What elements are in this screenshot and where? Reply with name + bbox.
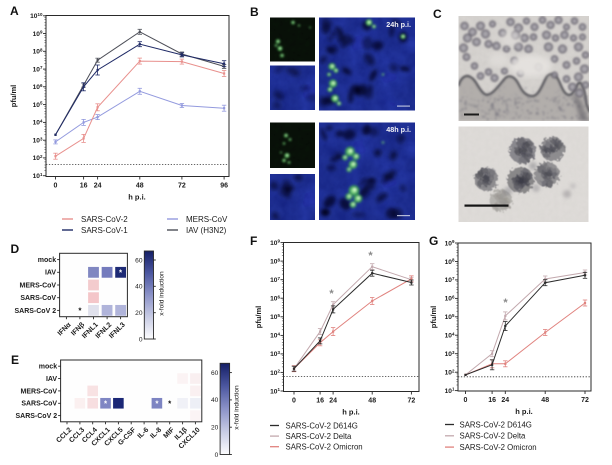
svg-text:104: 104 (33, 118, 43, 126)
svg-text:IAV: IAV (46, 376, 57, 383)
svg-text:IAV: IAV (45, 270, 56, 277)
svg-text:102: 102 (270, 369, 280, 377)
svg-text:20: 20 (135, 310, 143, 317)
svg-text:102: 102 (33, 154, 43, 162)
svg-text:106: 106 (270, 294, 280, 302)
svg-text:C: C (433, 7, 442, 21)
svg-text:IAV (H3N2): IAV (H3N2) (186, 226, 227, 235)
svg-text:0: 0 (215, 452, 219, 459)
svg-text:40: 40 (135, 284, 143, 291)
svg-text:104: 104 (270, 331, 280, 339)
svg-text:60: 60 (211, 370, 219, 377)
svg-text:109: 109 (33, 30, 43, 38)
svg-text:60: 60 (135, 257, 143, 264)
svg-text:109: 109 (270, 239, 280, 247)
svg-text:SARS-CoV-2 Delta: SARS-CoV-2 Delta (286, 432, 353, 441)
svg-text:SARS-CoV-2 Delta: SARS-CoV-2 Delta (460, 432, 527, 441)
svg-text:mock: mock (38, 257, 56, 264)
svg-text:SARS-CoV 2: SARS-CoV 2 (14, 308, 56, 315)
svg-text:F: F (250, 234, 257, 248)
svg-text:SARS-CoV: SARS-CoV (21, 401, 57, 408)
svg-text:*: * (329, 288, 334, 300)
svg-text:48: 48 (541, 397, 549, 404)
svg-text:103: 103 (445, 350, 455, 358)
svg-text:SARS-CoV-2 D614G: SARS-CoV-2 D614G (460, 420, 532, 429)
svg-text:*: * (503, 297, 508, 309)
svg-text:48h p.i.: 48h p.i. (386, 125, 411, 134)
svg-text:SARS-CoV 2: SARS-CoV 2 (15, 413, 57, 420)
svg-text:0: 0 (54, 183, 58, 190)
svg-text:pfu/ml: pfu/ml (254, 306, 263, 329)
svg-text:16: 16 (80, 183, 88, 190)
svg-text:SARS-CoV-2 D614G: SARS-CoV-2 D614G (286, 421, 358, 430)
svg-text:pfu/ml: pfu/ml (9, 85, 18, 108)
svg-text:48: 48 (368, 398, 376, 405)
svg-text:24: 24 (329, 398, 337, 405)
svg-text:102: 102 (445, 368, 455, 376)
svg-text:*: * (104, 400, 108, 409)
svg-text:0: 0 (464, 397, 468, 404)
svg-text:0: 0 (139, 336, 143, 343)
svg-text:105: 105 (33, 101, 43, 109)
svg-text:SARS-CoV-2 Omicron: SARS-CoV-2 Omicron (286, 443, 363, 452)
svg-text:109: 109 (445, 239, 455, 247)
svg-text:1010: 1010 (30, 12, 43, 20)
svg-text:108: 108 (445, 258, 455, 266)
svg-text:x-fold induction: x-fold induction (234, 385, 241, 430)
svg-text:mock: mock (39, 364, 57, 371)
svg-text:SARS-CoV-2 Omicron: SARS-CoV-2 Omicron (460, 443, 537, 452)
svg-text:h p.i.: h p.i. (342, 408, 360, 417)
svg-text:40: 40 (211, 397, 219, 404)
svg-text:*: * (119, 269, 123, 278)
svg-text:106: 106 (33, 83, 43, 91)
svg-text:MERS-CoV: MERS-CoV (20, 282, 57, 289)
svg-text:h p.i.: h p.i. (515, 407, 533, 416)
svg-text:107: 107 (445, 276, 455, 284)
svg-text:24: 24 (501, 397, 509, 404)
svg-text:*: * (78, 307, 82, 316)
svg-text:107: 107 (33, 65, 43, 73)
svg-text:103: 103 (33, 136, 43, 144)
svg-text:103: 103 (270, 350, 280, 358)
svg-text:SARS-CoV-1: SARS-CoV-1 (81, 226, 128, 235)
svg-text:20: 20 (211, 425, 219, 432)
svg-text:*: * (368, 250, 373, 262)
svg-text:pfu/ml: pfu/ml (429, 306, 438, 329)
svg-text:16: 16 (488, 397, 496, 404)
svg-text:*: * (168, 400, 172, 409)
svg-text:SARS-CoV: SARS-CoV (20, 295, 56, 302)
svg-text:101: 101 (445, 387, 455, 395)
svg-text:B: B (250, 5, 259, 19)
svg-text:106: 106 (445, 294, 455, 302)
svg-text:SARS-CoV-2: SARS-CoV-2 (81, 215, 128, 224)
svg-text:16: 16 (316, 398, 324, 405)
svg-text:72: 72 (581, 397, 589, 404)
svg-text:48: 48 (136, 183, 144, 190)
svg-text:104: 104 (445, 331, 455, 339)
svg-text:E: E (11, 353, 19, 367)
svg-text:72: 72 (178, 183, 186, 190)
svg-text:72: 72 (408, 398, 416, 405)
svg-text:0: 0 (292, 398, 296, 405)
svg-text:96: 96 (220, 183, 228, 190)
svg-text:105: 105 (445, 313, 455, 321)
svg-text:A: A (10, 4, 19, 18)
svg-text:101: 101 (33, 172, 43, 180)
svg-text:101: 101 (270, 387, 280, 395)
svg-text:MERS-CoV: MERS-CoV (186, 215, 228, 224)
svg-text:107: 107 (270, 276, 280, 284)
svg-text:108: 108 (33, 47, 43, 55)
svg-text:MERS-CoV: MERS-CoV (21, 388, 58, 395)
svg-text:h p.i.: h p.i. (128, 193, 146, 202)
svg-text:24h p.i.: 24h p.i. (386, 20, 411, 29)
svg-text:*: * (155, 400, 159, 409)
svg-text:105: 105 (270, 313, 280, 321)
svg-text:24: 24 (94, 183, 102, 190)
svg-text:x-fold induction: x-fold induction (159, 271, 166, 316)
svg-text:108: 108 (270, 257, 280, 265)
svg-text:D: D (11, 242, 20, 256)
svg-text:G: G (429, 234, 438, 248)
